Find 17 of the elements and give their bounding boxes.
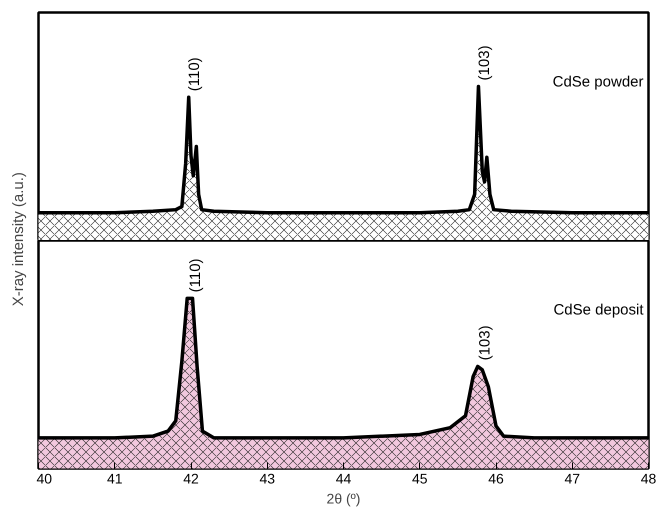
y-axis-title: X-ray intensity (a.u.) (10, 172, 27, 306)
x-tick-label: 46 (488, 470, 504, 486)
annotation: (103) (476, 325, 494, 360)
annotation: (110) (186, 258, 204, 292)
x-tick-label: 48 (640, 470, 656, 486)
x-tick-label: 40 (36, 470, 52, 486)
x-tick-label: 47 (564, 470, 580, 486)
x-tick-label: 42 (183, 470, 199, 486)
annotation: (103) (476, 45, 493, 80)
annotation: CdSe deposit (553, 302, 644, 318)
x-tick-label: 43 (259, 470, 276, 486)
x-tick-label: 41 (106, 470, 123, 486)
x-axis-title: 2θ (º) (326, 490, 360, 506)
annotation: CdSe powder (552, 74, 644, 90)
annotation: (110) (186, 57, 204, 92)
x-tick-label: 45 (412, 470, 428, 486)
x-tick-label: 44 (336, 470, 352, 486)
